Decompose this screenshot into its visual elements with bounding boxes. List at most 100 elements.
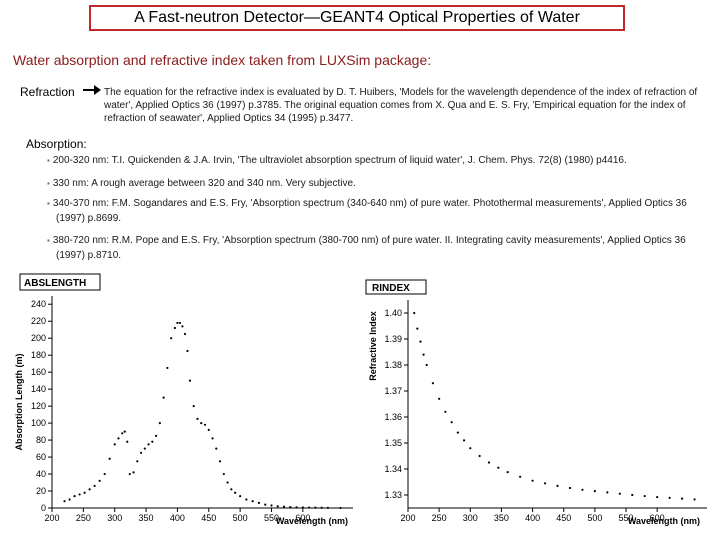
chart-title-box [19,273,101,291]
x-tick-label: 500 [587,513,602,523]
data-point [63,500,66,503]
data-point [543,482,547,485]
slide-title: A Fast-neutron Detector—GEANT4 Optical P… [89,5,625,31]
data-point [196,417,199,420]
data-point [207,428,210,431]
data-point [113,443,116,446]
data-point [93,484,96,488]
chart-title: RINDEX [372,283,410,294]
data-point [68,498,71,501]
absorption-item: ▪ 380-720 nm: R.M. Pope and E.S. Fry, 'Ab… [47,233,696,263]
data-point [568,486,572,490]
data-point [431,382,435,385]
data-point [178,321,182,325]
y-tick-label: 1.36 [384,412,402,422]
data-point [693,498,696,501]
data-point [593,490,596,493]
x-tick-label: 300 [107,513,122,523]
data-point [456,431,459,434]
y-tick-label: 40 [36,469,46,479]
data-point [531,479,534,482]
y-tick-label: 0 [41,503,46,513]
data-point [123,430,126,433]
absorption-item-text: 380-720 nm: R.M. Pope and E.S. Fry, 'Abs… [52,235,686,261]
x-tick-label: 350 [139,513,154,523]
data-point [147,443,150,446]
data-point [162,396,165,399]
y-tick-label: 80 [36,435,46,445]
absorption-item-text: 340-370 nm: F.M. Sogandares and E.S. Fry… [52,198,687,224]
data-point [416,327,419,330]
data-point [606,491,609,494]
slide-subtitle: Water absorption and refractive index ta… [13,52,432,68]
data-point [282,505,286,508]
data-point [183,332,187,336]
data-point [132,471,135,474]
data-point [276,505,279,508]
data-point [295,506,298,509]
y-tick-label: 240 [31,299,46,309]
data-point [143,447,146,450]
x-tick-label: 500 [233,513,248,523]
data-point [239,495,242,498]
data-point [450,421,453,424]
y-tick-label: 160 [31,367,46,377]
data-point [556,484,559,487]
data-point [469,447,472,450]
data-point [166,366,169,370]
right-arrow-icon [83,85,101,95]
data-point [83,491,86,494]
x-tick-label: 200 [400,513,415,523]
data-point [226,481,229,484]
chart-title: ABSLENGTH [24,278,86,289]
y-tick-label: 100 [31,418,46,428]
data-point [289,506,292,509]
x-axis-label: Wavelength (nm) [628,516,700,526]
data-point [200,422,203,425]
data-point [257,501,261,505]
data-point [618,492,621,495]
y-tick-label: 1.37 [384,386,402,396]
absorption-item-text: 200-320 nm: T.I. Quickenden & J.A. Irvin… [52,155,627,166]
data-point [203,423,207,426]
absorption-item: ▪ 330 nm: A rough average between 320 and… [47,176,707,191]
y-tick-label: 140 [31,384,46,394]
data-point [78,493,81,496]
y-axis-label: Absorption Length (m) [14,354,24,451]
y-axis-label: Refractive Index [368,311,378,381]
data-point [121,432,124,435]
data-point [668,496,671,499]
x-tick-label: 450 [201,513,216,523]
abslength-chart: ABSLENGTH Absorption Length (m) Waveleng… [14,273,353,526]
data-point [462,439,466,442]
data-point [314,506,317,509]
data-point [308,506,311,509]
y-tick-label: 1.38 [384,360,402,370]
data-point [222,472,225,476]
data-point [136,460,139,463]
y-tick-label: 60 [36,452,46,462]
data-point [128,472,131,476]
data-point [656,495,659,499]
y-tick-label: 1.40 [384,308,402,318]
x-axis-label: Wavelength (nm) [276,516,348,526]
data-point [419,340,422,343]
x-tick-label: 550 [264,513,279,523]
data-point [103,472,106,476]
x-tick-label: 350 [494,513,509,523]
data-point [98,479,101,482]
data-point [218,460,222,463]
data-point [170,337,173,340]
data-point [478,454,481,458]
absorption-item: ▪ 200-320 nm: T.I. Quickenden & J.A. Irvi… [47,153,707,168]
x-tick-label: 400 [170,513,185,523]
data-point [230,488,233,491]
x-tick-label: 200 [44,513,59,523]
data-point [117,437,120,440]
data-point [413,311,416,315]
data-point [581,488,584,491]
data-point [154,434,158,437]
data-point [181,325,184,328]
x-tick-label: 600 [295,513,310,523]
data-point [251,500,254,503]
